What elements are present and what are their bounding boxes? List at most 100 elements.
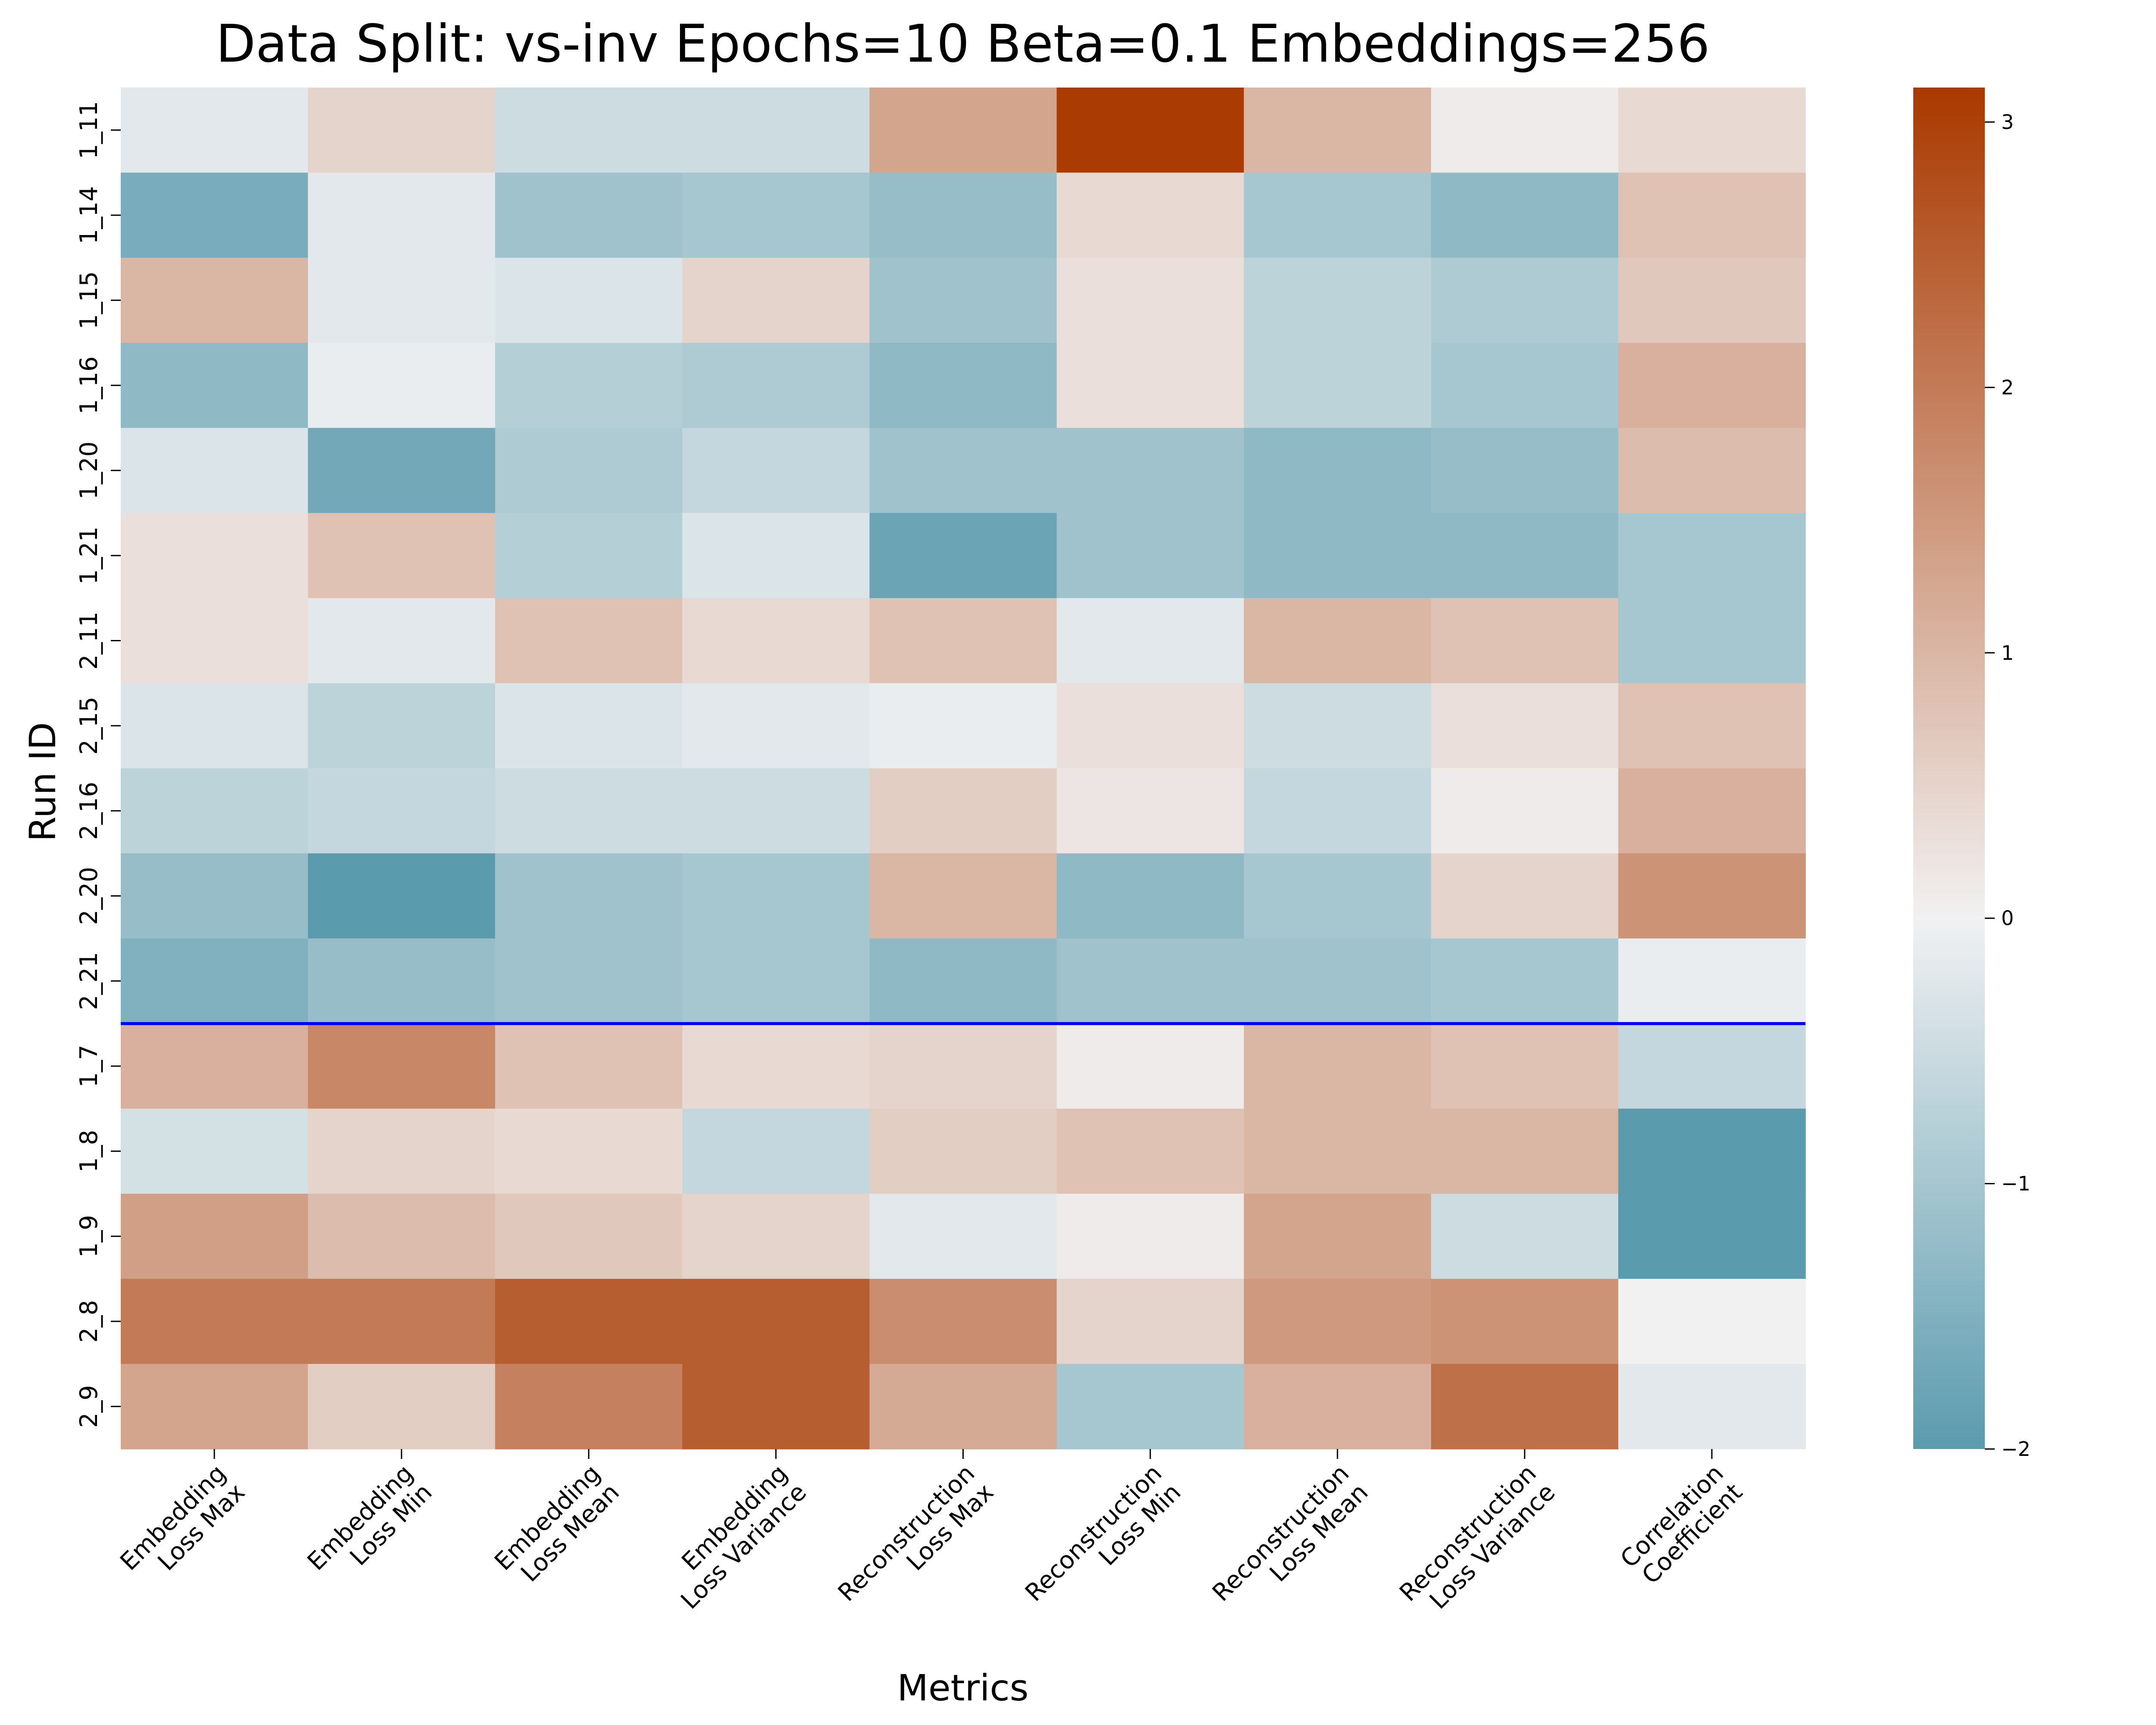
heatmap-cell	[1618, 598, 1806, 684]
heatmap-cell	[308, 342, 496, 429]
heatmap-cell	[1244, 1108, 1432, 1194]
heatmap-cell	[682, 1108, 870, 1194]
heatmap-cell	[121, 342, 308, 429]
heatmap-cell	[495, 853, 683, 939]
heatmap-cell	[1056, 853, 1244, 939]
heatmap-cell	[1431, 853, 1619, 939]
y-tick-label: 2_15	[75, 696, 103, 755]
heatmap-cell	[869, 1108, 1057, 1194]
heatmap-cell	[682, 513, 870, 599]
heatmap-cell	[1244, 342, 1432, 429]
heatmap-cell	[1056, 342, 1244, 429]
heatmap-cell	[1431, 342, 1619, 429]
heatmap-cell	[682, 1364, 870, 1449]
heatmap-cell	[1618, 938, 1806, 1024]
y-tick-label: 1_8	[75, 1130, 103, 1173]
colorbar-tick-label: 0	[2001, 906, 2014, 930]
y-tick-label: 1_14	[75, 186, 103, 245]
x-tick-label: CorrelationCoefficient	[1615, 1459, 1748, 1592]
heatmap-cell	[682, 683, 870, 769]
heatmap-cell	[308, 257, 496, 343]
heatmap-cell	[1056, 257, 1244, 343]
heatmap-cell	[1618, 88, 1806, 173]
heatmap-cell	[1431, 257, 1619, 343]
heatmap-cell	[1431, 1108, 1619, 1194]
heatmap-cell	[1431, 683, 1619, 769]
heatmap-cell	[682, 938, 870, 1024]
y-tick-label: 2_8	[75, 1300, 103, 1342]
heatmap-cell	[682, 172, 870, 258]
heatmap-cell	[1244, 938, 1432, 1024]
colorbar-tick-label: 1	[2001, 641, 2014, 665]
colorbar-tick-label: −2	[2001, 1437, 2031, 1461]
heatmap-cell	[1618, 683, 1806, 769]
heatmap-cell	[1056, 768, 1244, 854]
y-tick-label: 2_11	[75, 612, 103, 670]
heatmap-cell	[121, 598, 308, 684]
heatmap-cell	[308, 88, 496, 173]
heatmap-cell	[1244, 1364, 1432, 1449]
heatmap-cell	[869, 683, 1057, 769]
heatmap-cell	[1244, 768, 1432, 854]
colorbar	[1913, 88, 1985, 1449]
colorbar-tick-label: −1	[2001, 1172, 2031, 1195]
heatmap-cell	[1618, 1194, 1806, 1280]
colorbar-tick-label: 3	[2001, 110, 2014, 134]
heatmap-cell	[869, 768, 1057, 854]
chart-title: Data Split: vs-inv Epochs=10 Beta=0.1 Em…	[216, 14, 1710, 74]
heatmap-cell	[1244, 172, 1432, 258]
heatmap-cell	[121, 88, 308, 173]
y-tick-label: 1_7	[75, 1044, 103, 1087]
heatmap-cell	[121, 1364, 308, 1449]
y-tick-label: 1_9	[75, 1215, 103, 1258]
heatmap-cell	[869, 172, 1057, 258]
heatmap-cell	[1618, 172, 1806, 258]
heatmap-cell	[869, 853, 1057, 939]
heatmap-cell	[1431, 1364, 1619, 1449]
heatmap-cell	[1056, 1023, 1244, 1109]
heatmap-cell	[308, 1023, 496, 1109]
y-tick-label: 2_20	[75, 867, 103, 925]
heatmap-cell	[1244, 1023, 1432, 1109]
heatmap-cell	[121, 853, 308, 939]
heatmap-cell	[682, 1023, 870, 1109]
x-axis-label: Metrics	[897, 1667, 1029, 1709]
heatmap-cell	[495, 88, 683, 173]
heatmap-cell	[1618, 1108, 1806, 1194]
x-tick-label: ReconstructionLoss Max	[833, 1459, 999, 1626]
heatmap-cell	[1618, 1364, 1806, 1449]
heatmap-cell	[121, 1108, 308, 1194]
x-tick-label: ReconstructionLoss Variance	[1394, 1459, 1561, 1626]
heatmap-cell	[1431, 172, 1619, 258]
heatmap-cell	[308, 513, 496, 599]
y-tick-label: 1_15	[75, 271, 103, 329]
heatmap-cell	[495, 1194, 683, 1280]
heatmap-cell	[682, 342, 870, 429]
heatmap-cell	[495, 768, 683, 854]
x-tick-label: EmbeddingLoss Max	[115, 1459, 250, 1595]
heatmap-cell	[682, 88, 870, 173]
heatmap-cell	[682, 598, 870, 684]
heatmap-cell	[121, 1023, 308, 1109]
heatmap-cell	[308, 598, 496, 684]
heatmap-cell	[1056, 938, 1244, 1024]
y-tick-label: 2_21	[75, 952, 103, 1010]
heatmap-cell	[495, 1364, 683, 1449]
x-tick-label: ReconstructionLoss Min	[1020, 1459, 1186, 1626]
heatmap-cell	[495, 683, 683, 769]
heatmap-cell	[1244, 598, 1432, 684]
heatmap-cell	[1618, 513, 1806, 599]
heatmap-cell	[308, 1194, 496, 1280]
heatmap-cell	[869, 88, 1057, 173]
heatmap-cell	[682, 257, 870, 343]
y-tick-label: 1_16	[75, 356, 103, 414]
heatmap-cell	[869, 513, 1057, 599]
heatmap-cell	[1056, 598, 1244, 684]
x-tick-label: ReconstructionLoss Mean	[1207, 1459, 1373, 1626]
x-tick-label: EmbeddingLoss Variance	[657, 1459, 812, 1615]
heatmap-cell	[1618, 1279, 1806, 1364]
y-tick-label: 1_11	[75, 101, 103, 159]
heatmap-cell	[1244, 1279, 1432, 1364]
heatmap-cell	[495, 598, 683, 684]
heatmap-cell	[308, 1279, 496, 1364]
